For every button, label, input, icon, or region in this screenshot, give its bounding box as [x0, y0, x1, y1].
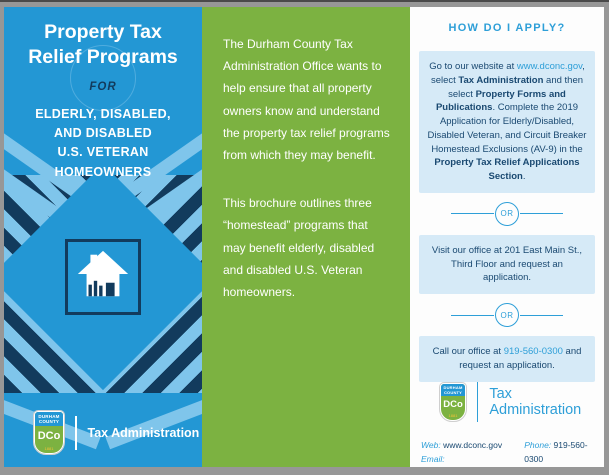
phone-value: 919-560-0300: [524, 439, 588, 464]
brochure-title: Property Tax Relief Programs: [28, 21, 178, 69]
website-link[interactable]: www.dconc.gov: [516, 61, 583, 72]
or-badge: OR: [495, 303, 519, 328]
contact-phone: Phone: 919-560-0300: [524, 439, 588, 464]
brochure-subtitle: ELDERLY, DISABLED, AND DISABLED U.S. VET…: [35, 106, 171, 179]
org-label: Tax Administration: [87, 425, 200, 440]
apply-option-phone: Call our office at 919-560-0300 and requ…: [419, 336, 595, 382]
apply-text: Call our office at: [432, 346, 504, 358]
contact-block: Web: www.dconc.gov Email: tax_assessor@d…: [419, 438, 595, 467]
brochure: Property Tax Relief Programs FOR ELDERLY…: [4, 7, 604, 467]
apply-text-bold: Property Forms and Publications: [435, 88, 566, 114]
apply-option-office: Visit our office at 201 East Main St., T…: [419, 234, 595, 295]
contact-email: Email: tax_assessor@dconc.gov: [421, 453, 445, 464]
durham-county-shield-icon: DURHAM COUNTY DCo 1881: [439, 381, 467, 422]
or-separator: OR: [451, 303, 563, 328]
apply-text: , select: [430, 61, 585, 86]
intro-paragraph: The Durham County Tax Administration Off…: [223, 37, 390, 162]
apply-text: and then select: [448, 74, 584, 100]
house-icon: [74, 246, 132, 309]
left-panel: Property Tax Relief Programs FOR ELDERLY…: [4, 7, 202, 467]
divider: [75, 415, 77, 450]
or-separator: OR: [451, 201, 563, 226]
apply-text: Go to our website at: [429, 61, 517, 72]
right-logo-row: DURHAM COUNTY DCo 1881 Tax Administratio…: [439, 381, 595, 422]
outline-paragraph: This brochure outlines three “homestead”…: [223, 196, 375, 299]
apply-text: .: [522, 171, 526, 183]
apply-text-bold: Tax Administration: [458, 74, 544, 86]
apply-text: and request an application.: [459, 346, 582, 371]
how-to-apply-heading: HOW DO I APPLY?: [448, 22, 566, 34]
contact-web: Web: www.dconc.gov: [421, 439, 503, 450]
for-label: FOR: [89, 80, 117, 93]
for-circle-outline: [70, 45, 136, 111]
house-icon-frame: [65, 239, 141, 315]
or-badge: OR: [495, 201, 519, 226]
phone-link[interactable]: 919-560-0300: [503, 346, 563, 358]
right-panel: HOW DO I APPLY? Go to our website at www…: [410, 7, 604, 467]
contact-fax: Fax: 919-328-6180: [524, 466, 593, 467]
divider: [477, 381, 479, 422]
apply-text-bold: Property Tax Relief Applications Section: [434, 157, 580, 183]
org-label: Tax Administration: [489, 385, 582, 418]
apply-option-website: Go to our website at www.dconc.gov, sele…: [419, 51, 595, 193]
apply-text: . Complete the 2019 Application for Elde…: [427, 102, 587, 155]
durham-county-shield-icon: DURHAM COUNTY DCo 1881: [33, 410, 65, 455]
left-logo-row: DURHAM COUNTY DCo 1881 Tax Administratio…: [33, 410, 200, 455]
web-value[interactable]: www.dconc.gov: [443, 439, 503, 450]
middle-panel: The Durham County Tax Administration Off…: [202, 7, 410, 467]
